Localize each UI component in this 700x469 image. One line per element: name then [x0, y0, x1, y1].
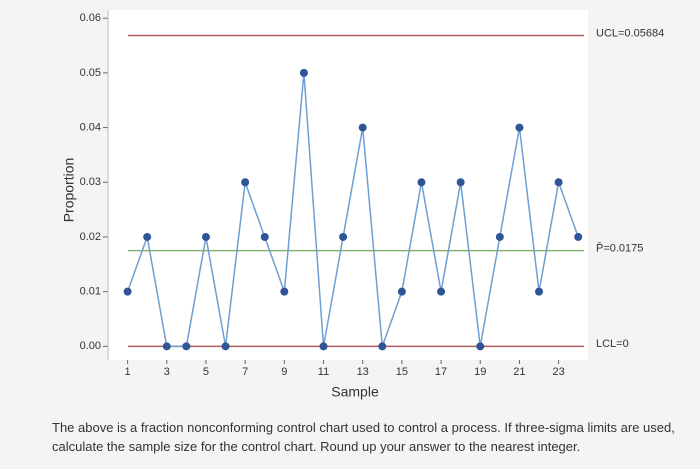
x-tick-label: 11: [318, 366, 329, 378]
data-point: [397, 287, 406, 296]
x-tick-label: 5: [203, 366, 209, 378]
data-point: [143, 232, 152, 241]
question-line: The above is a fraction nonconforming co…: [52, 420, 675, 435]
data-point: [241, 178, 250, 187]
data-point: [378, 342, 387, 351]
data-point: [123, 287, 132, 296]
data-point: [201, 232, 210, 241]
data-point: [535, 287, 544, 296]
data-point: [476, 342, 485, 351]
data-point: [437, 287, 446, 296]
x-tick-label: 19: [474, 366, 486, 378]
x-tick-label: 7: [242, 366, 248, 378]
data-point: [417, 178, 426, 187]
x-tick-label: 15: [396, 366, 408, 378]
data-point: [280, 287, 289, 296]
data-point: [260, 232, 269, 241]
x-tick-label: 13: [357, 366, 369, 378]
x-tick-label: 3: [164, 366, 170, 378]
y-axis-label: Proportion: [61, 158, 77, 223]
question-line: calculate the sample size for the contro…: [52, 439, 581, 454]
x-tick-label: 1: [125, 366, 131, 378]
x-tick-label: 9: [281, 366, 287, 378]
data-point: [299, 68, 308, 77]
y-tick-label: 0.04: [80, 121, 101, 133]
data-point: [339, 232, 348, 241]
y-tick-label: 0.00: [80, 340, 101, 352]
y-tick-label: 0.05: [80, 67, 101, 79]
x-tick-label: 23: [552, 366, 564, 378]
data-point: [574, 232, 583, 241]
y-tick-label: 0.03: [80, 176, 101, 188]
x-tick-label: 17: [435, 366, 447, 378]
y-tick-label: 0.01: [80, 286, 101, 298]
y-tick-label: 0.02: [80, 231, 101, 243]
data-point: [319, 342, 328, 351]
data-point: [495, 232, 504, 241]
reference-label: P̄=0.0175: [596, 242, 643, 255]
data-point: [358, 123, 367, 132]
plot-area: [108, 10, 588, 360]
x-axis-label: Sample: [331, 384, 379, 400]
data-point: [456, 178, 465, 187]
data-point: [162, 342, 171, 351]
reference-label: UCL=0.05684: [596, 27, 664, 39]
data-point: [221, 342, 230, 351]
chart: Sample Proportion 0.00 0.01 0.02 0.03 0.04 0.…: [61, 10, 664, 400]
data-point: [554, 178, 563, 187]
reference-label: LCL=0: [596, 338, 629, 350]
data-point: [515, 123, 524, 132]
y-tick-label: 0.06: [80, 12, 101, 24]
data-point: [182, 342, 191, 351]
x-tick-label: 21: [513, 366, 525, 378]
data-line: [126, 72, 579, 348]
